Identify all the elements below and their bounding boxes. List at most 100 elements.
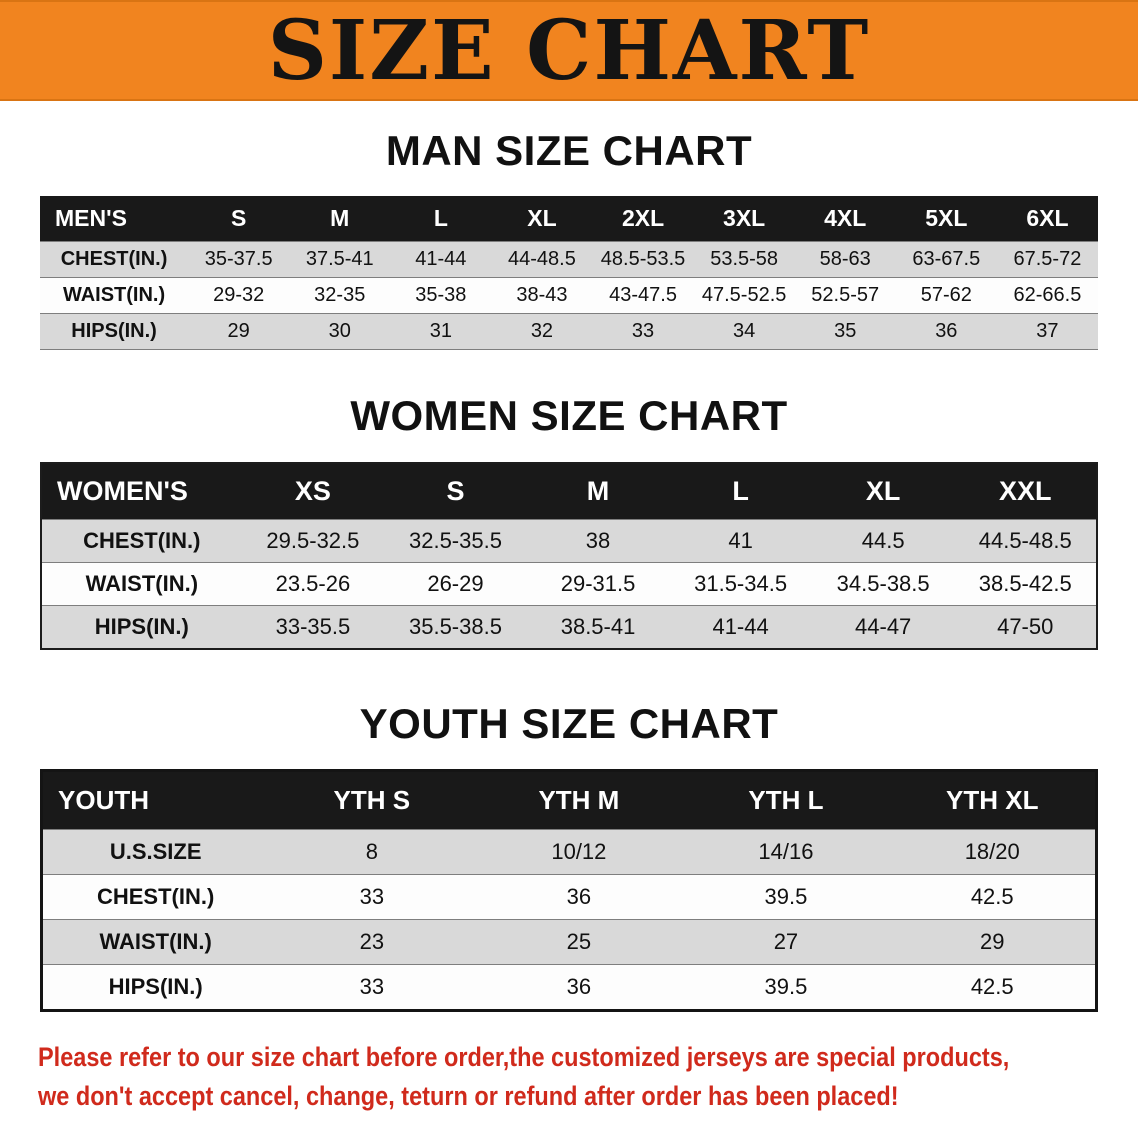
measurement-cell: 39.5 [682, 963, 890, 1011]
table-row: CHEST(IN.) 33 36 39.5 42.5 [41, 873, 1097, 920]
notice-line-2: we don't accept cancel, change, teturn o… [38, 1081, 899, 1112]
measurement-cell: 38.5-42.5 [954, 561, 1097, 606]
table-row: WAIST(IN.) 23 25 27 29 [41, 918, 1097, 965]
measurement-cell: 29.5-32.5 [241, 518, 385, 563]
measurement-cell: 44.5-48.5 [954, 518, 1097, 563]
table-row: WAIST(IN.) 23.5-26 26-29 29-31.5 31.5-34.5 34… [41, 561, 1097, 606]
size-header-cell: YTH M [475, 770, 683, 830]
size-header-cell: 5XL [895, 196, 997, 242]
row-label-cell: HIPS(IN.) [40, 313, 189, 350]
measurement-cell: 35.5-38.5 [384, 604, 527, 649]
measurement-cell: 8 [268, 828, 476, 875]
measurement-cell: 27 [682, 918, 890, 965]
measurement-cell: 33-35.5 [241, 604, 385, 649]
size-header-cell: M [289, 196, 391, 242]
measurement-cell: 32.5-35.5 [384, 518, 527, 563]
women-size-table: WOMEN'S XS S M L XL XXL CHEST(IN.) 29.5-32.5 32.5… [40, 461, 1098, 650]
size-header-cell: 2XL [592, 196, 694, 242]
measurement-cell: 37 [996, 313, 1098, 350]
measurement-cell: 29 [889, 918, 1097, 965]
measurement-cell: 29-32 [188, 277, 290, 314]
row-label-cell: WAIST(IN.) [41, 918, 269, 965]
footer-notice: Please refer to our size chart before or… [38, 1038, 1100, 1116]
measurement-cell: 36 [895, 313, 997, 350]
row-label-cell: CHEST(IN.) [41, 873, 269, 920]
measurement-cell: 41-44 [390, 241, 492, 278]
measurement-cell: 29-31.5 [526, 561, 670, 606]
measurement-cell: 42.5 [889, 963, 1097, 1011]
table-header-row: WOMEN'S XS S M L XL XXL [41, 462, 1097, 520]
size-header-cell: XXL [954, 462, 1097, 520]
women-size-section: WOMEN SIZE CHART WOMEN'S XS S M L XL XXL CHEST(… [0, 392, 1138, 650]
measurement-cell: 14/16 [682, 828, 890, 875]
measurement-cell: 34.5-38.5 [811, 561, 955, 606]
measurement-cell: 47.5-52.5 [693, 277, 795, 314]
measurement-cell: 36 [475, 963, 683, 1011]
measurement-cell: 33 [592, 313, 694, 350]
measurement-cell: 57-62 [895, 277, 997, 314]
size-header-cell: XL [811, 462, 955, 520]
measurement-cell: 35 [794, 313, 896, 350]
measurement-cell: 34 [693, 313, 795, 350]
row-label-cell: HIPS(IN.) [41, 963, 269, 1011]
measurement-cell: 30 [289, 313, 391, 350]
row-label-cell: WAIST(IN.) [40, 277, 189, 314]
measurement-cell: 26-29 [384, 561, 527, 606]
row-label-cell: WAIST(IN.) [41, 561, 242, 606]
measurement-cell: 44-47 [811, 604, 955, 649]
size-header-cell: YTH S [268, 770, 476, 830]
table-row: WAIST(IN.) 29-32 32-35 35-38 38-43 43-47.5 47.… [40, 277, 1098, 314]
measurement-cell: 10/12 [475, 828, 683, 875]
table-title-cell: MEN'S [40, 196, 189, 242]
youth-size-section: YOUTH SIZE CHART YOUTH YTH S YTH M YTH L YTH… [0, 700, 1138, 1012]
measurement-cell: 38 [526, 518, 670, 563]
size-header-cell: L [669, 462, 812, 520]
measurement-cell: 53.5-58 [693, 241, 795, 278]
measurement-cell: 39.5 [682, 873, 890, 920]
size-header-cell: S [384, 462, 527, 520]
measurement-cell: 58-63 [794, 241, 896, 278]
measurement-cell: 25 [475, 918, 683, 965]
size-header-cell: YTH L [682, 770, 890, 830]
table-row: HIPS(IN.) 33-35.5 35.5-38.5 38.5-41 41-44 44-… [41, 604, 1097, 649]
measurement-cell: 23.5-26 [241, 561, 385, 606]
size-header-cell: M [526, 462, 670, 520]
size-header-cell: 4XL [794, 196, 896, 242]
size-header-cell: YTH XL [889, 770, 1097, 830]
men-size-section: MAN SIZE CHART MEN'S S M L XL 2XL 3XL 4XL 5XL 6XL… [0, 127, 1138, 351]
measurement-cell: 23 [268, 918, 476, 965]
size-header-cell: 3XL [693, 196, 795, 242]
measurement-cell: 38.5-41 [526, 604, 670, 649]
table-row: HIPS(IN.) 29 30 31 32 33 34 35 36 37 [40, 313, 1098, 350]
measurement-cell: 32 [491, 313, 593, 350]
measurement-cell: 44-48.5 [491, 241, 593, 278]
measurement-cell: 31 [390, 313, 492, 350]
table-header-row: YOUTH YTH S YTH M YTH L YTH XL [41, 770, 1097, 830]
measurement-cell: 43-47.5 [592, 277, 694, 314]
row-label-cell: U.S.SIZE [41, 828, 269, 875]
size-header-cell: XL [491, 196, 593, 242]
measurement-cell: 32-35 [289, 277, 391, 314]
youth-section-heading: YOUTH SIZE CHART [359, 699, 779, 747]
table-row: CHEST(IN.) 35-37.5 37.5-41 41-44 44-48.5 48.5… [40, 241, 1098, 278]
measurement-cell: 36 [475, 873, 683, 920]
size-header-cell: 6XL [996, 196, 1098, 242]
measurement-cell: 18/20 [889, 828, 1097, 875]
measurement-cell: 35-37.5 [188, 241, 290, 278]
measurement-cell: 33 [268, 873, 476, 920]
table-title-cell: WOMEN'S [41, 462, 242, 520]
men-section-heading: MAN SIZE CHART [385, 127, 753, 174]
notice-line-1: Please refer to our size chart before or… [38, 1041, 1010, 1072]
row-label-cell: CHEST(IN.) [40, 241, 189, 278]
measurement-cell: 67.5-72 [996, 241, 1098, 278]
measurement-cell: 31.5-34.5 [669, 561, 812, 606]
measurement-cell: 41-44 [669, 604, 812, 649]
table-title-cell: YOUTH [41, 770, 269, 830]
page-title: SIZE CHART [267, 2, 871, 99]
row-label-cell: CHEST(IN.) [41, 518, 242, 563]
table-row: U.S.SIZE 8 10/12 14/16 18/20 [41, 828, 1097, 875]
measurement-cell: 41 [669, 518, 812, 563]
men-size-table: MEN'S S M L XL 2XL 3XL 4XL 5XL 6XL CHEST(IN.) 35-37… [40, 196, 1098, 351]
measurement-cell: 48.5-53.5 [592, 241, 694, 278]
